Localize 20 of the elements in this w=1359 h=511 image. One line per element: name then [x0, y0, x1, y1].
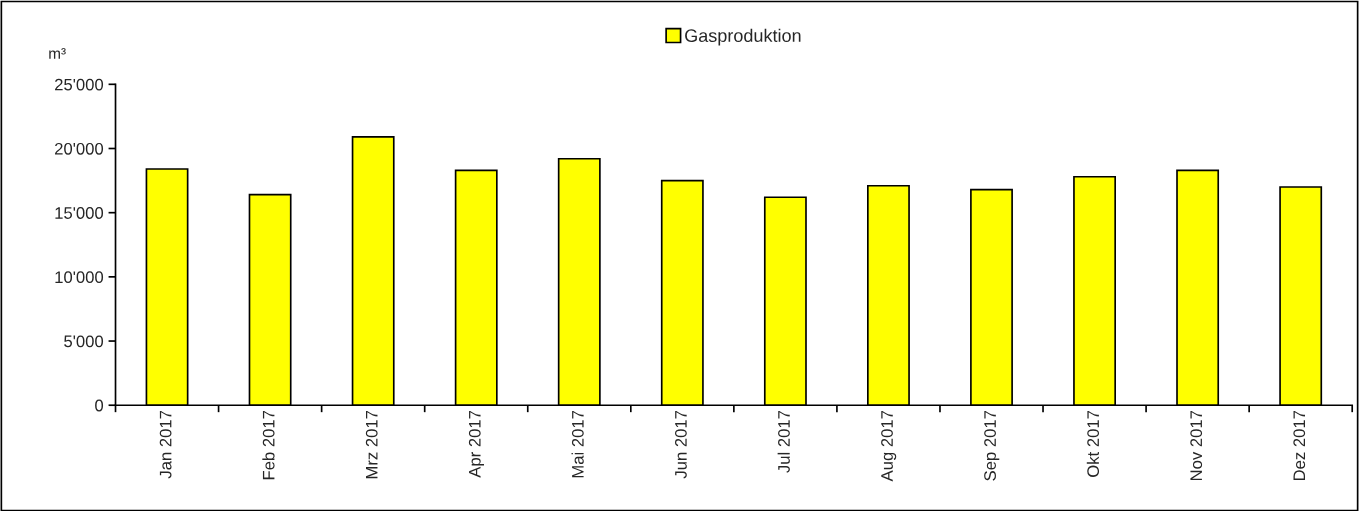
x-tick-label: Dez 2017 [1293, 410, 1306, 481]
x-tick-label: Apr 2017 [468, 410, 484, 478]
x-tick-label: Mai 2017 [571, 410, 584, 478]
y-axis-title: m³ [49, 48, 66, 59]
y-tick-label: 0 [95, 399, 104, 412]
x-tick-label: Jan 2017 [159, 410, 172, 479]
y-tick-label: 5'000 [64, 335, 104, 348]
y-tick-label: 15'000 [55, 207, 104, 219]
x-tick-label: Aug 2017 [881, 410, 897, 482]
x-tick-label: Jul 2017 [777, 410, 790, 473]
y-tick-label: 25'000 [55, 78, 104, 91]
legend-label: Gasproduktion [685, 28, 801, 46]
y-tick-label: 10'000 [55, 271, 104, 284]
x-tick-label: Feb 2017 [262, 410, 275, 480]
y-tick-label: 20'000 [55, 142, 104, 155]
x-tick-label: Jun 2017 [675, 410, 687, 479]
x-tick-label: Sep 2017 [984, 410, 1000, 481]
x-tick-label: Nov 2017 [1190, 410, 1203, 481]
x-tick-label: Mrz 2017 [365, 410, 378, 479]
x-tick-label: Okt 2017 [1086, 410, 1100, 477]
